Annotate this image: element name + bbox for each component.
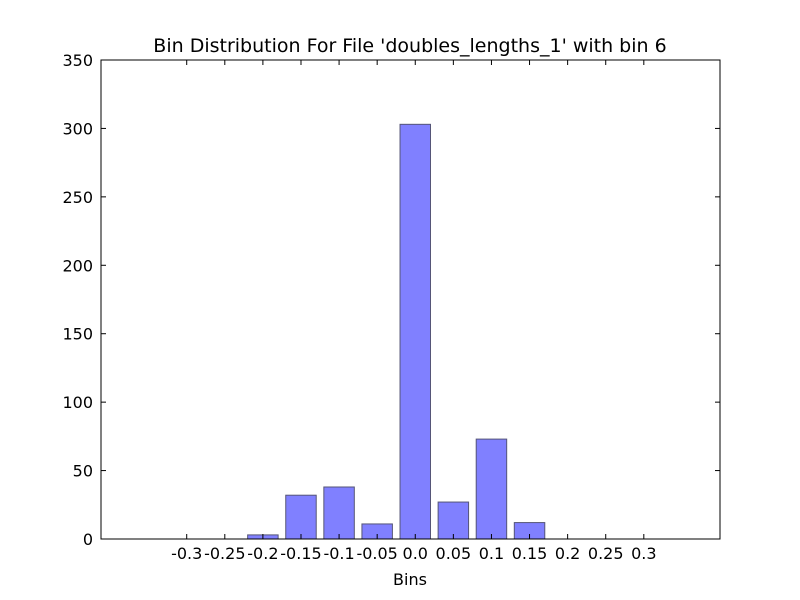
y-tick-label: 200 — [62, 256, 93, 275]
x-axis-label: Bins — [393, 570, 427, 589]
x-tick-label: -0.15 — [280, 544, 321, 563]
x-tick-label: 0.25 — [588, 544, 624, 563]
x-tick-label: 0.05 — [436, 544, 472, 563]
y-tick-label: 300 — [62, 119, 93, 138]
x-tick-label: 0.15 — [512, 544, 548, 563]
bar--0.15 — [285, 494, 317, 540]
x-tick-label: -0.05 — [356, 544, 397, 563]
y-tick-label: 0 — [83, 530, 93, 549]
y-tick-label: 50 — [73, 462, 93, 481]
x-tick-label: -0.2 — [247, 544, 278, 563]
y-tick-label: 250 — [62, 188, 93, 207]
x-tick-label: -0.25 — [204, 544, 245, 563]
chart-title: Bin Distribution For File 'doubles_lengt… — [153, 35, 666, 57]
bar-0.05 — [437, 501, 470, 540]
x-tick-label: 0.3 — [631, 544, 656, 563]
bar-0.0 — [399, 123, 431, 540]
bar-0.1 — [475, 438, 508, 540]
x-tick-label: 0.1 — [479, 544, 504, 563]
bars-group — [247, 123, 546, 540]
x-tick-label: -0.1 — [323, 544, 354, 563]
bar--0.1 — [323, 486, 355, 540]
plot-frame — [100, 59, 721, 540]
y-tick-label: 150 — [62, 325, 93, 344]
x-tick-label: 0.2 — [555, 544, 580, 563]
x-axis-ticks: -0.3 -0.25 -0.2 -0.15 -0.1 -0.05 0.0 0.05 0.1 0.1… — [171, 60, 657, 563]
x-tick-label: 0.0 — [403, 544, 428, 563]
y-tick-label: 350 — [62, 51, 93, 70]
x-tick-label: -0.3 — [171, 544, 202, 563]
y-tick-label: 100 — [62, 393, 93, 412]
y-axis-ticks: 0 50 100 150 200 250 300 350 — [62, 51, 720, 549]
